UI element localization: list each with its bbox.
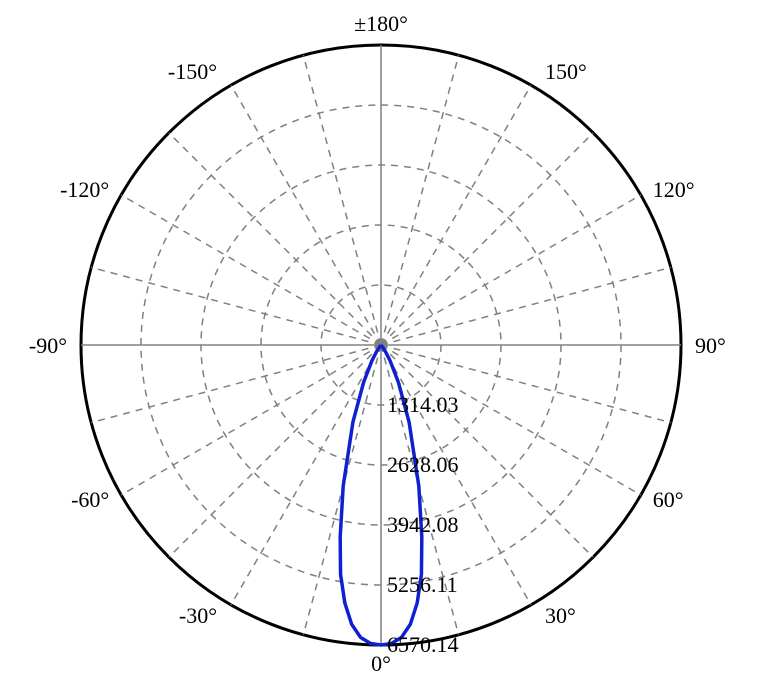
angle-label: -90° [29,333,67,358]
radial-tick-label: 3942.08 [387,512,459,537]
grid-spoke [91,345,381,423]
angle-label: -30° [179,603,217,628]
grid-spoke [169,133,381,345]
angle-label: ±180° [354,11,408,36]
grid-spoke [381,195,641,345]
radial-tick-label: 6570.14 [387,632,459,657]
grid-spoke [231,345,381,605]
grid-spoke [121,195,381,345]
angle-label: -120° [60,177,109,202]
grid-spoke [121,345,381,495]
grid-spoke [303,55,381,345]
polar-chart: 1314.03 2628.06 3942.08 5256.11 6570.14 ±180°… [0,0,763,691]
grid-spoke [381,133,593,345]
angle-label: -60° [71,487,109,512]
angle-label: 90° [695,333,726,358]
angle-label: 120° [653,177,695,202]
grid-spoke [91,267,381,345]
grid-spoke [231,85,381,345]
grid-spoke [381,55,459,345]
angle-label: 60° [653,487,684,512]
radial-tick-label: 2628.06 [387,452,459,477]
angle-label: 150° [545,59,587,84]
angle-label: 30° [545,603,576,628]
grid-spoke [381,267,671,345]
radial-tick-label: 1314.03 [387,392,459,417]
angle-label: -150° [168,59,217,84]
grid-spoke [381,85,531,345]
radial-tick-label: 5256.11 [387,572,458,597]
angle-label: 0° [371,651,391,676]
